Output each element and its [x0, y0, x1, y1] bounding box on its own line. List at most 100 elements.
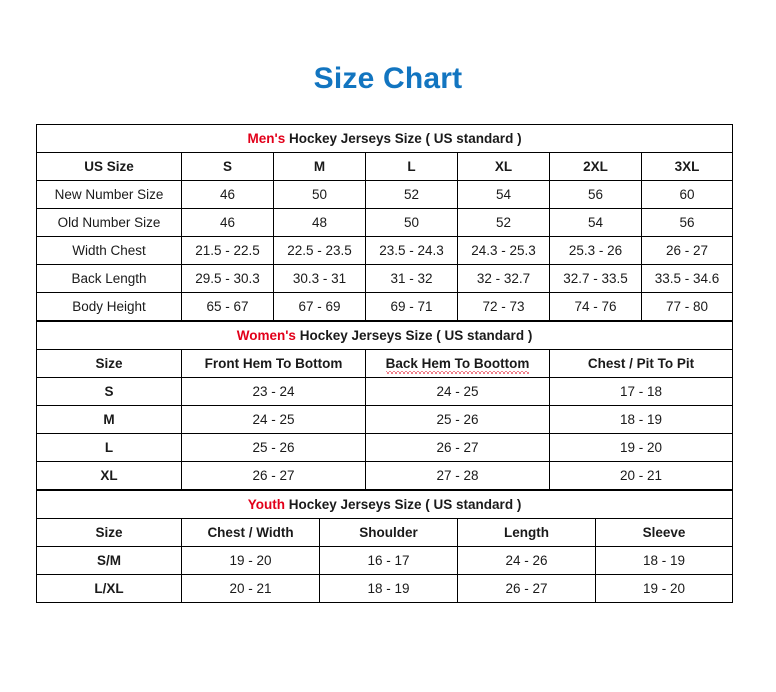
mens-row-3-cell-1: 30.3 - 31 [273, 264, 366, 293]
mens-col-5: 2XL [549, 152, 642, 181]
size-chart-tables: Men's Hockey Jerseys Size ( US standard … [35, 124, 734, 603]
womens-row-3-cell-2: 20 - 21 [548, 461, 734, 490]
table-row: Width Chest 21.5 - 22.5 22.5 - 23.5 23.5… [36, 236, 734, 265]
table-row: XL 26 - 27 27 - 28 20 - 21 [36, 461, 734, 490]
womens-row-2-label: L [36, 433, 182, 462]
youth-col-3: Length [457, 518, 596, 547]
womens-row-0-cell-1: 24 - 25 [365, 377, 550, 406]
mens-row-2-label: Width Chest [36, 236, 182, 265]
table-row: L/XL 20 - 21 18 - 19 26 - 27 19 - 20 [36, 574, 734, 603]
mens-row-1-cell-3: 52 [457, 208, 550, 237]
mens-row-3-cell-3: 32 - 32.7 [457, 264, 550, 293]
womens-row-1-cell-2: 18 - 19 [548, 405, 734, 434]
mens-row-0-cell-2: 52 [365, 180, 458, 209]
youth-row-1-cell-3: 19 - 20 [594, 574, 734, 603]
table-row: S/M 19 - 20 16 - 17 24 - 26 18 - 19 [36, 546, 734, 575]
womens-row-2-cell-1: 26 - 27 [365, 433, 550, 462]
mens-row-4-cell-0: 65 - 67 [181, 292, 274, 321]
youth-col-1: Chest / Width [181, 518, 320, 547]
mens-row-3-cell-2: 31 - 32 [365, 264, 458, 293]
youth-banner-highlight: Youth [247, 497, 285, 512]
mens-row-1-cell-2: 50 [365, 208, 458, 237]
mens-row-2-cell-4: 25.3 - 26 [549, 236, 642, 265]
womens-section-banner: Women's Hockey Jerseys Size ( US standar… [35, 321, 734, 350]
youth-section-banner: Youth Hockey Jerseys Size ( US standard … [35, 490, 734, 519]
youth-header-row: Size Chest / Width Shoulder Length Sleev… [36, 518, 734, 547]
youth-row-1-cell-1: 18 - 19 [319, 574, 458, 603]
mens-row-0-cell-0: 46 [181, 180, 274, 209]
youth-size-table: Youth Hockey Jerseys Size ( US standard … [35, 490, 734, 603]
table-row: S 23 - 24 24 - 25 17 - 18 [36, 377, 734, 406]
mens-row-1-cell-4: 54 [549, 208, 642, 237]
mens-size-table: Men's Hockey Jerseys Size ( US standard … [35, 124, 734, 321]
mens-col-3: L [365, 152, 458, 181]
mens-row-4-label: Body Height [36, 292, 182, 321]
page-title: Size Chart [313, 62, 463, 95]
womens-col-3: Chest / Pit To Pit [548, 349, 734, 378]
womens-banner-row: Women's Hockey Jerseys Size ( US standar… [35, 321, 734, 350]
table-row: M 24 - 25 25 - 26 18 - 19 [36, 405, 734, 434]
womens-row-2-cell-0: 25 - 26 [181, 433, 366, 462]
mens-row-4-cell-5: 77 - 80 [640, 292, 734, 321]
mens-row-2-cell-0: 21.5 - 22.5 [181, 236, 274, 265]
mens-row-4-cell-2: 69 - 71 [365, 292, 458, 321]
mens-row-2-cell-1: 22.5 - 23.5 [273, 236, 366, 265]
youth-row-1-cell-2: 26 - 27 [457, 574, 596, 603]
mens-col-2: M [273, 152, 366, 181]
mens-row-0-cell-1: 50 [273, 180, 366, 209]
womens-col-1: Front Hem To Bottom [181, 349, 366, 378]
mens-row-3-cell-0: 29.5 - 30.3 [181, 264, 274, 293]
womens-row-1-label: M [36, 405, 182, 434]
womens-row-0-cell-2: 17 - 18 [548, 377, 734, 406]
womens-row-2-cell-2: 19 - 20 [548, 433, 734, 462]
womens-banner-rest: Hockey Jerseys Size ( US standard ) [295, 328, 533, 343]
womens-row-3-cell-1: 27 - 28 [365, 461, 550, 490]
mens-row-2-cell-2: 23.5 - 24.3 [365, 236, 458, 265]
mens-row-3-cell-5: 33.5 - 34.6 [640, 264, 734, 293]
mens-row-4-cell-3: 72 - 73 [457, 292, 550, 321]
mens-row-1-cell-5: 56 [640, 208, 734, 237]
womens-banner-highlight: Women's [236, 328, 296, 343]
womens-row-3-cell-0: 26 - 27 [181, 461, 366, 490]
womens-row-3-label: XL [36, 461, 182, 490]
mens-col-0: US Size [36, 152, 182, 181]
mens-row-2-cell-3: 24.3 - 25.3 [457, 236, 550, 265]
mens-row-2-cell-5: 26 - 27 [640, 236, 734, 265]
womens-col-2: Back Hem To Boottom [365, 349, 550, 378]
mens-row-0-cell-5: 60 [640, 180, 734, 209]
mens-row-0-label: New Number Size [36, 180, 182, 209]
youth-row-1-label: L/XL [36, 574, 182, 603]
mens-row-0-cell-4: 56 [549, 180, 642, 209]
womens-row-0-label: S [36, 377, 182, 406]
youth-col-4: Sleeve [594, 518, 734, 547]
youth-col-2: Shoulder [319, 518, 458, 547]
mens-row-3-cell-4: 32.7 - 33.5 [549, 264, 642, 293]
mens-col-1: S [181, 152, 274, 181]
mens-banner-highlight: Men's [247, 131, 286, 146]
youth-row-0-cell-0: 19 - 20 [181, 546, 320, 575]
mens-row-1-cell-1: 48 [273, 208, 366, 237]
womens-header-row: Size Front Hem To Bottom Back Hem To Boo… [36, 349, 734, 378]
table-row: Body Height 65 - 67 67 - 69 69 - 71 72 -… [36, 292, 734, 321]
youth-row-0-cell-2: 24 - 26 [457, 546, 596, 575]
youth-row-0-cell-1: 16 - 17 [319, 546, 458, 575]
womens-size-table: Women's Hockey Jerseys Size ( US standar… [35, 321, 734, 490]
youth-row-0-label: S/M [36, 546, 182, 575]
table-row: Back Length 29.5 - 30.3 30.3 - 31 31 - 3… [36, 264, 734, 293]
mens-row-4-cell-4: 74 - 76 [549, 292, 642, 321]
table-row: New Number Size 46 50 52 54 56 60 [36, 180, 734, 209]
mens-row-3-label: Back Length [36, 264, 182, 293]
mens-row-0-cell-3: 54 [457, 180, 550, 209]
mens-section-banner: Men's Hockey Jerseys Size ( US standard … [35, 124, 734, 153]
youth-banner-row: Youth Hockey Jerseys Size ( US standard … [35, 490, 734, 519]
mens-col-6: 3XL [640, 152, 734, 181]
mens-banner-rest: Hockey Jerseys Size ( US standard ) [285, 131, 522, 146]
womens-row-1-cell-0: 24 - 25 [181, 405, 366, 434]
table-row: Old Number Size 46 48 50 52 54 56 [36, 208, 734, 237]
mens-banner-row: Men's Hockey Jerseys Size ( US standard … [35, 124, 734, 153]
womens-col-2-misspelled-text: Back Hem To Boottom [385, 356, 530, 374]
mens-header-row: US Size S M L XL 2XL 3XL [36, 152, 734, 181]
mens-row-4-cell-1: 67 - 69 [273, 292, 366, 321]
youth-col-0: Size [36, 518, 182, 547]
